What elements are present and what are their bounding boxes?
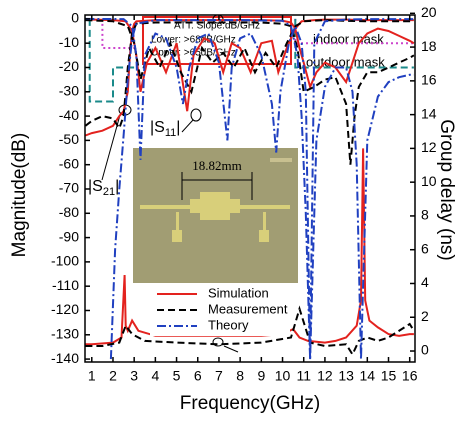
y2-tick-label: 8: [421, 207, 429, 223]
annotation-text: |S: [88, 178, 103, 195]
y-tick-label: -20: [59, 58, 79, 74]
y-tick-label: -90: [59, 228, 79, 244]
inset-label: 18.82mm: [192, 158, 241, 173]
x-tick-label: 7: [215, 368, 223, 384]
y2-tick-label: 10: [421, 173, 437, 189]
annotation: |S11|: [150, 119, 180, 139]
y2-tick-label: 6: [421, 240, 429, 256]
y-tick-label: -120: [51, 301, 79, 317]
annotation: |S21|: [88, 178, 119, 198]
y2-tick-label: 16: [421, 72, 437, 88]
annotation-text: |S: [150, 119, 165, 136]
y-axis-label: Magnitude(dB): [9, 133, 30, 258]
y2-tick-label: 12: [421, 139, 437, 155]
legend-label: Measurement: [208, 301, 288, 316]
y-tick-label: -30: [59, 82, 79, 98]
y-tick-label: -130: [51, 325, 79, 341]
x-tick-label: 10: [275, 368, 291, 384]
x-axis-label: Frequency(GHz): [180, 393, 320, 414]
data-line: [85, 17, 414, 360]
x-tick-label: 14: [360, 368, 376, 384]
y2-tick-label: 2: [421, 308, 429, 324]
y-tick-label: -110: [52, 277, 79, 293]
annotation-end: |: [115, 178, 119, 195]
x-tick-label: 4: [151, 368, 159, 384]
y-tick-label: 0: [71, 10, 79, 26]
mask-line: [101, 18, 414, 49]
y2-axis-label: Group delay (ns): [436, 119, 457, 261]
data-line: [85, 19, 414, 95]
att-line: Lower: >68dB/GHz: [151, 35, 236, 46]
legend-label: Simulation: [208, 285, 269, 300]
x-tick-label: 8: [236, 368, 244, 384]
legend-label: Theory: [208, 317, 249, 332]
annotation-sub: 21: [103, 186, 115, 198]
x-tick-label: 12: [317, 368, 333, 384]
x-tick-label: 1: [88, 368, 96, 384]
x-tick-label: 15: [381, 368, 397, 384]
annotation-end: |: [176, 119, 180, 136]
y-tick-label: -80: [59, 204, 79, 220]
x-tick-label: 11: [296, 368, 311, 384]
y-tick-label: -50: [59, 131, 79, 147]
y-tick-label: -70: [59, 180, 79, 196]
x-tick-label: 2: [109, 368, 117, 384]
y-tick-label: -100: [51, 253, 79, 269]
x-tick-label: 5: [173, 368, 181, 384]
y-tick-label: -140: [51, 350, 79, 366]
y-tick-label: -40: [59, 107, 79, 123]
y-tick-label: -60: [59, 155, 79, 171]
data-line: [109, 19, 414, 360]
y2-tick-label: 14: [421, 105, 437, 121]
y-tick-label: -10: [59, 34, 79, 50]
y2-tick-label: 20: [421, 4, 437, 20]
y2-tick-label: 18: [421, 38, 437, 54]
mask-line: [88, 18, 414, 103]
mask-label: outdoor mask: [306, 54, 385, 69]
x-tick-label: 9: [257, 368, 265, 384]
y2-tick-label: 4: [421, 274, 429, 290]
y2-tick-label: 0: [421, 342, 429, 358]
x-tick-label: 13: [338, 368, 354, 384]
mask-label: indoor mask: [313, 31, 384, 46]
data-line: [85, 21, 415, 165]
x-tick-label: 3: [130, 368, 138, 384]
x-tick-label: 16: [402, 368, 418, 384]
att-line: ATT. Slope:dB/GHz: [174, 21, 260, 32]
data-line: [85, 305, 415, 357]
inset-photo: 18.82mm: [133, 148, 298, 283]
x-tick-label: 6: [194, 368, 202, 384]
annotation-sub: 11: [165, 127, 176, 139]
